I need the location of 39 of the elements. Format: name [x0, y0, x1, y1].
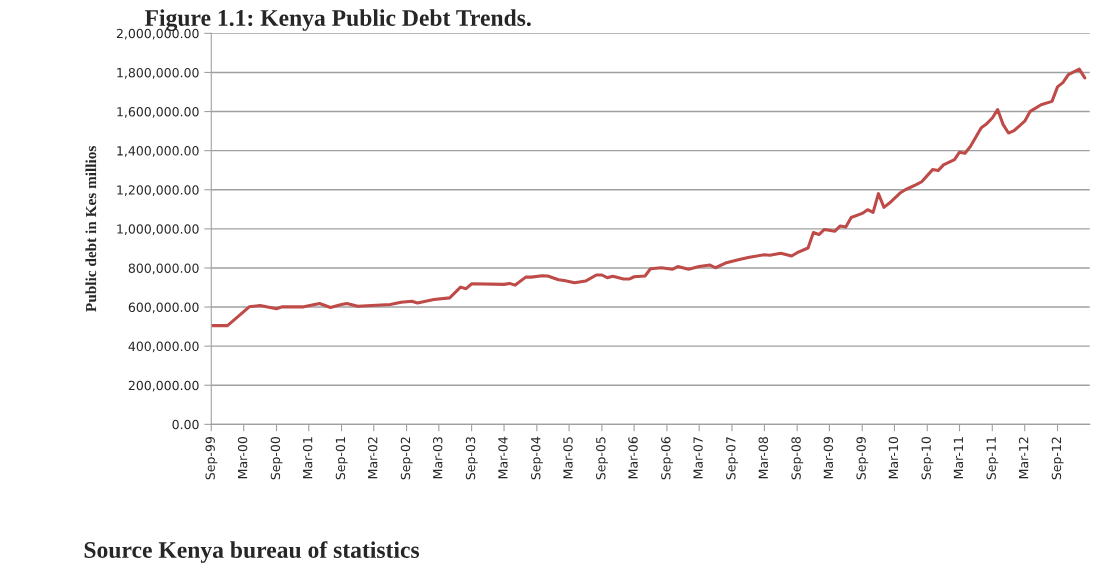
x-tick-label: Mar-09 — [823, 437, 834, 479]
x-tick-label: Sep-01 — [335, 437, 348, 480]
y-tick-label: 800,000.00 — [128, 263, 199, 275]
x-tick-label: Sep-06 — [661, 436, 673, 480]
y-axis-title: Public debt in Kes millios — [85, 146, 97, 312]
source-note: Source Kenya bureau of statistics — [84, 541, 420, 563]
x-tick-label: Sep-08 — [791, 437, 804, 480]
x-tick-label: Sep-07 — [726, 437, 738, 480]
x-tick-label: Sep-02 — [400, 437, 413, 480]
x-tick-label: Mar-08 — [758, 437, 769, 479]
x-tick-label: Mar-11 — [953, 437, 964, 479]
y-tick-label: 200,000.00 — [128, 380, 199, 392]
x-tick-label: Sep-09 — [856, 437, 869, 480]
x-tick-label: Sep-03 — [465, 437, 478, 480]
x-tick-label: Sep-10 — [921, 436, 934, 480]
x-tick-label: Mar-06 — [628, 436, 638, 479]
y-tick-label: 1,600,000.00 — [117, 107, 199, 118]
x-tick-label: Sep-00 — [270, 436, 283, 480]
x-tick-label: Sep-05 — [596, 437, 608, 480]
x-tick-label: Mar-12 — [1018, 437, 1029, 479]
x-tick-label: Mar-07 — [693, 437, 703, 479]
x-tick-label: Mar-01 — [302, 437, 313, 479]
y-tick-label: 400,000.00 — [128, 341, 199, 353]
y-tick-label: 1,200,000.00 — [117, 185, 199, 196]
x-tick-label: Sep-04 — [531, 436, 543, 480]
x-tick-label: Sep-99 — [205, 437, 218, 480]
x-tick-label: Mar-04 — [498, 436, 508, 479]
y-tick-label: 600,000.00 — [128, 302, 199, 314]
x-tick-label: Mar-02 — [367, 437, 378, 479]
x-tick-label: Mar-10 — [888, 436, 899, 479]
y-tick-label: 1,400,000.00 — [117, 146, 199, 157]
y-tick-label: 0.00 — [172, 419, 199, 430]
x-tick-label: Mar-05 — [563, 437, 573, 479]
y-tick-label: 1,800,000.00 — [117, 67, 199, 79]
x-tick-label: Mar-00 — [237, 436, 248, 479]
x-tick-label: Sep-11 — [986, 437, 999, 480]
y-tick-label: 1,000,000.00 — [117, 224, 199, 236]
x-tick-label: Mar-03 — [433, 437, 443, 479]
x-tick-label: Sep-12 — [1051, 437, 1064, 480]
